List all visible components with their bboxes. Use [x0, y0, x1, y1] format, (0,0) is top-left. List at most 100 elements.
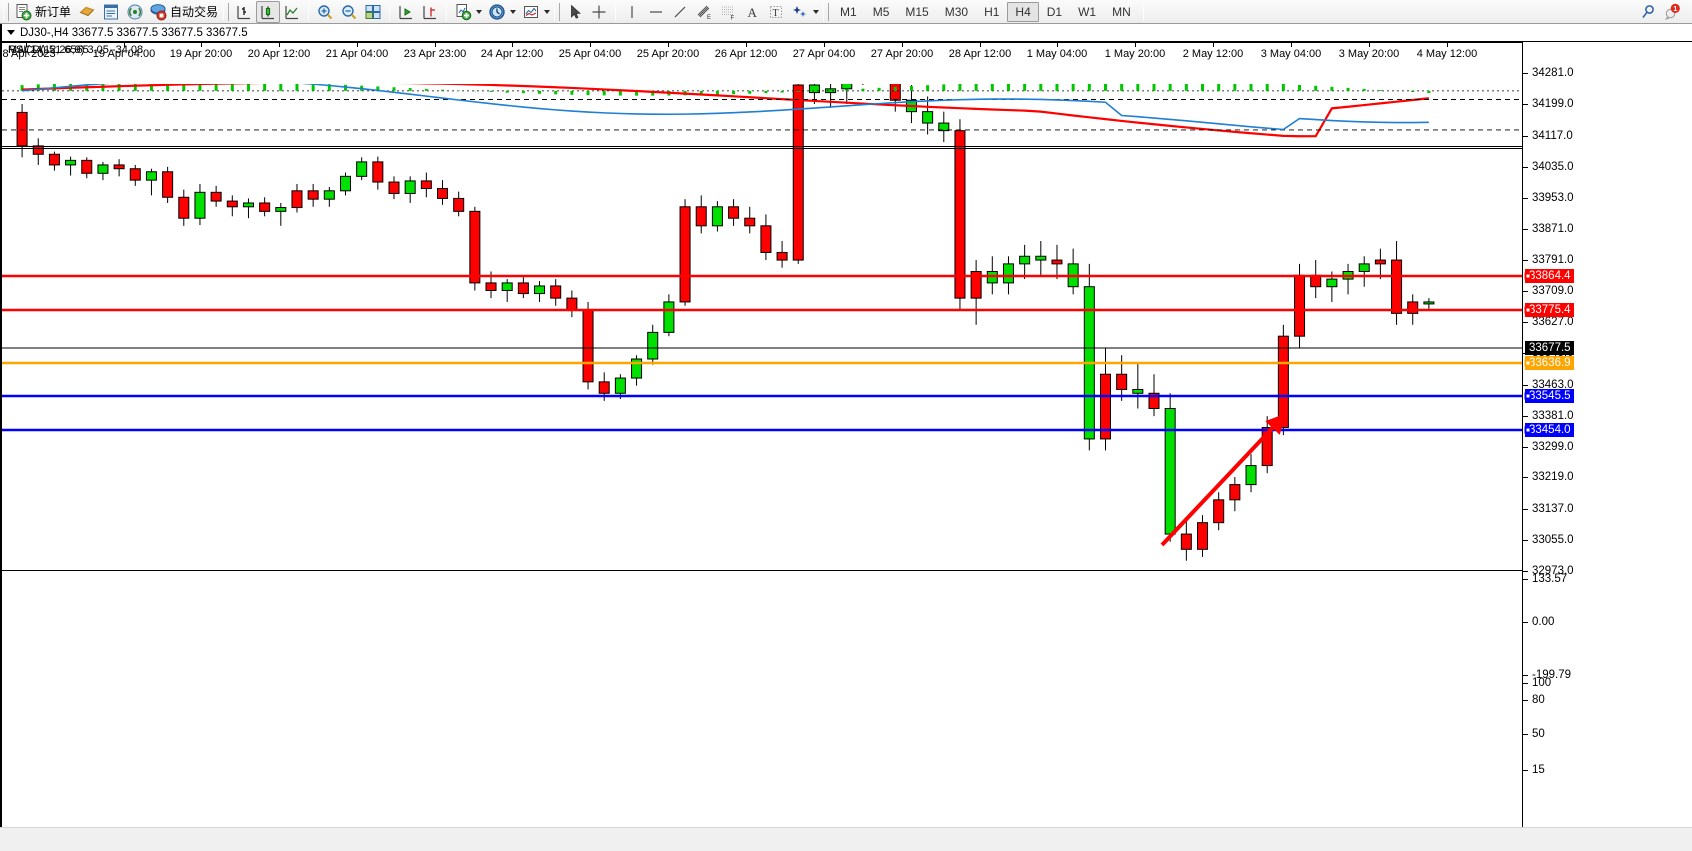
value-axis-label: 34035.0: [1532, 160, 1574, 173]
value-axis-label: 33627.0: [1532, 316, 1574, 329]
time-axis-tick: [279, 42, 280, 47]
value-axis-label: 33219.0: [1532, 471, 1574, 484]
value-axis-label: 34199.0: [1532, 98, 1574, 111]
time-axis[interactable]: 18 Apr 2023 19 Apr 04:00 19 Apr 20:00 20 Ap…: [0, 42, 1522, 84]
price-tag-handle[interactable]: [1524, 359, 1532, 367]
macd-pane[interactable]: MACD(12,26,9) 3.05 -34.08: [2, 42, 1522, 147]
price-tag-handle[interactable]: [1524, 392, 1532, 400]
value-axis-label: 34281.0: [1532, 67, 1574, 80]
templates-button[interactable]: [519, 1, 553, 23]
value-axis-tick: [1523, 229, 1528, 231]
macd-axis-label: 133.57: [1532, 573, 1568, 585]
trendline-button[interactable]: [668, 1, 692, 23]
zoom-in-button[interactable]: [313, 1, 337, 23]
timeframe-h4[interactable]: H4: [1007, 1, 1039, 22]
text-label-button[interactable]: T: [764, 1, 788, 23]
equidistant-channel-button[interactable]: E: [692, 1, 716, 23]
fibonacci-button[interactable]: F: [716, 1, 740, 23]
candlestick-chart-icon: [261, 5, 275, 19]
toolbar-grip-drawing[interactable]: [554, 2, 561, 21]
bottom-status-strip: [0, 827, 1692, 851]
value-axis[interactable]: 34281.0 34199.0 34117.0 34035.0 33953.0 33871…: [1522, 42, 1692, 828]
terminal-button[interactable]: [75, 1, 99, 23]
templates-icon: [524, 5, 539, 18]
periods-button[interactable]: [485, 1, 519, 23]
crosshair-icon: [592, 5, 606, 18]
tile-windows-button[interactable]: [361, 1, 385, 23]
chart-shift-button[interactable]: [418, 1, 442, 23]
time-axis-label: 21 Apr 04:00: [325, 48, 389, 60]
timeframe-m1[interactable]: M1: [840, 4, 857, 19]
time-axis-tick: [512, 42, 513, 47]
trendline-icon: [674, 6, 686, 17]
toolbar-separator-4: [615, 2, 617, 21]
timeframe-m30[interactable]: M30: [944, 4, 969, 19]
timeframe-m15[interactable]: M15: [905, 4, 929, 19]
cursor-button[interactable]: [563, 1, 587, 23]
chevron-down-icon[interactable]: [510, 9, 517, 14]
signals-button[interactable]: [123, 1, 147, 23]
chevron-down-icon[interactable]: [544, 9, 551, 14]
macd-axis-tick: [1523, 579, 1528, 580]
chevron-down-icon[interactable]: [813, 9, 820, 14]
autotrading-button[interactable]: 自动交易: [147, 1, 222, 23]
value-axis-tick: [1523, 446, 1528, 448]
macd-label: MACD(12,26,9) 3.05 -34.08: [8, 44, 144, 56]
toolbar-grip-charttype[interactable]: [223, 2, 230, 21]
search-button[interactable]: [1636, 1, 1660, 23]
auto-scroll-button[interactable]: [394, 1, 418, 23]
value-axis-label: 33137.0: [1532, 502, 1574, 515]
crosshair-button[interactable]: [587, 1, 611, 23]
svg-text:E: E: [707, 15, 711, 21]
time-axis-tick: [824, 42, 825, 47]
timeframe-d1[interactable]: D1: [1046, 4, 1063, 19]
toolbar-grip-timeframes[interactable]: [823, 2, 830, 21]
toolbar-separator-2: [389, 2, 391, 21]
chart-menu-caret-icon[interactable]: [7, 30, 15, 35]
rsi-axis-label: 100: [1532, 677, 1552, 689]
new-order-button[interactable]: 新订单: [12, 1, 75, 23]
price-pane[interactable]: [2, 42, 1522, 571]
timeframe-mn[interactable]: MN: [1112, 4, 1131, 19]
candlestick-chart-button[interactable]: [256, 0, 281, 23]
svg-text:A: A: [748, 5, 758, 20]
time-axis-tick: [124, 42, 125, 47]
price-tag-pivot[interactable]: 33636.9: [1525, 356, 1574, 370]
line-chart-icon: [285, 5, 299, 19]
horizontal-line-button[interactable]: [644, 1, 668, 23]
price-tag-last-price[interactable]: 33677.5: [1525, 341, 1574, 355]
price-tag-handle[interactable]: [1524, 426, 1532, 434]
notification-icon: 1: [1664, 3, 1680, 20]
autotrading-icon: [150, 3, 167, 20]
rsi-axis-tick: [1523, 734, 1528, 735]
indicators-button[interactable]: [451, 1, 485, 23]
price-tag-resistance[interactable]: 33864.4: [1525, 269, 1574, 283]
text-button[interactable]: A: [740, 1, 764, 23]
price-tag-support[interactable]: 33454.0: [1525, 423, 1574, 437]
price-tag-resistance[interactable]: 33775.4: [1525, 303, 1574, 317]
time-axis-label: 28 Apr 12:00: [948, 48, 1012, 60]
bar-chart-button[interactable]: [232, 1, 256, 23]
timeframe-h1[interactable]: H1: [984, 4, 1000, 19]
chevron-down-icon[interactable]: [476, 9, 483, 14]
zoom-out-button[interactable]: [337, 1, 361, 23]
shapes-button[interactable]: [788, 1, 822, 23]
vertical-line-button[interactable]: [620, 1, 644, 23]
value-axis-tick: [1523, 135, 1528, 137]
timeframe-w1[interactable]: W1: [1078, 4, 1097, 19]
time-axis-label: 25 Apr 04:00: [558, 48, 622, 60]
price-tag-handle[interactable]: [1524, 272, 1532, 280]
market-watch-button[interactable]: [99, 1, 123, 23]
line-chart-button[interactable]: [280, 1, 304, 23]
symbol-bar[interactable]: DJ30-,H4 33677.5 33677.5 33677.5 33677.5: [0, 24, 1692, 41]
price-tag-handle[interactable]: [1524, 306, 1532, 314]
price-tag-support[interactable]: 33545.5: [1525, 389, 1574, 403]
trend-arrow[interactable]: [2, 42, 1522, 571]
timeframe-m5[interactable]: M5: [872, 4, 890, 19]
toolbar-grip-trade[interactable]: [3, 2, 9, 21]
value-axis-tick: [1523, 477, 1528, 479]
rsi-label: RSI(14) 51.6565: [8, 44, 89, 56]
value-axis-label: 34117.0: [1532, 129, 1573, 142]
notification-button[interactable]: 1: [1660, 1, 1684, 23]
time-axis-tick: [1291, 42, 1292, 47]
